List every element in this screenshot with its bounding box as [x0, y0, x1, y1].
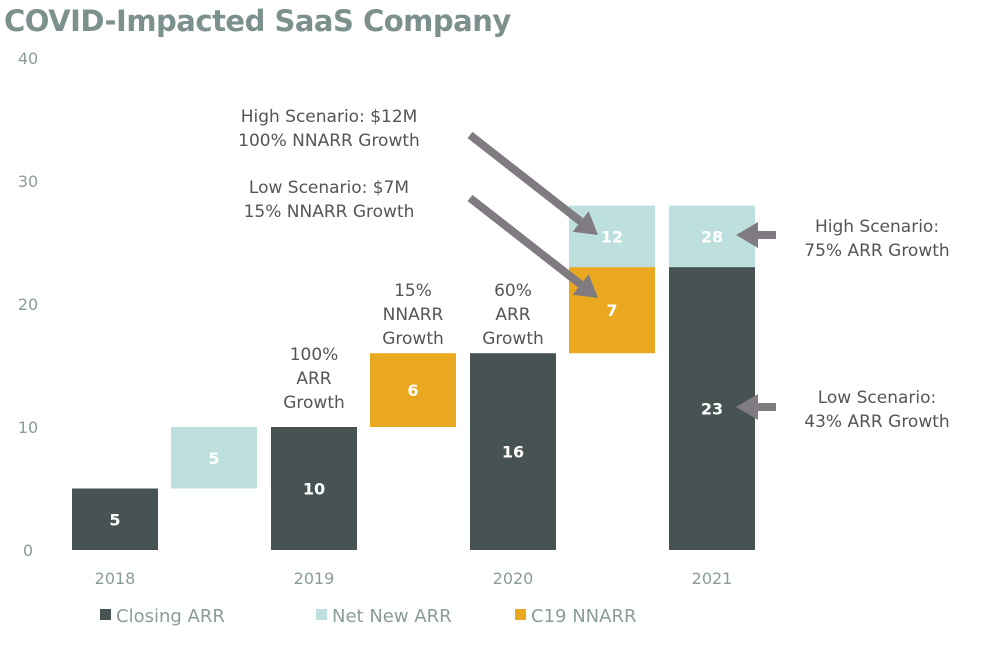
y-tick-label: 30: [18, 172, 38, 191]
legend-swatch: [316, 609, 327, 620]
annotation-text: ARR: [296, 369, 331, 389]
arrow-shaft: [467, 194, 584, 288]
data-label: 5: [109, 510, 120, 529]
data-label: 16: [502, 443, 524, 462]
y-tick-label: 40: [18, 49, 38, 68]
bar-segment: [271, 427, 357, 550]
legend-label: C19 NNARR: [531, 606, 636, 627]
annotation-text: Low Scenario: $7M: [249, 178, 409, 198]
legend-swatch: [515, 609, 526, 620]
annotation-text: Low Scenario:: [818, 388, 937, 408]
x-tick-label: 2020: [493, 569, 534, 588]
data-label: 5: [208, 449, 219, 468]
annotation-text: Growth: [382, 329, 444, 349]
y-tick-label: 0: [23, 541, 33, 560]
annotation-text: Growth: [482, 329, 544, 349]
x-tick-label: 2021: [692, 569, 733, 588]
arrow-head: [572, 274, 598, 298]
legend-label: Closing ARR: [116, 606, 225, 627]
data-label: 6: [407, 381, 418, 400]
data-label: 7: [606, 301, 617, 320]
annotation-text: 43% ARR Growth: [804, 412, 949, 432]
y-tick-label: 20: [18, 295, 38, 314]
annotation-text: ARR: [495, 305, 530, 325]
legend-swatch: [100, 609, 111, 620]
chart-title: COVID-Impacted SaaS Company: [4, 4, 511, 38]
arrow-head: [572, 211, 598, 235]
annotation-text: 60%: [494, 281, 532, 301]
annotation-text: 15% NNARR Growth: [244, 202, 415, 222]
bar-segment: [72, 488, 158, 550]
annotation-text: High Scenario: $12M: [241, 107, 418, 127]
arrow-shaft: [467, 131, 584, 225]
bar-segment: [569, 205, 655, 268]
data-label: 28: [701, 227, 723, 246]
data-label: 12: [601, 227, 623, 246]
annotation-text: 15%: [394, 281, 432, 301]
bar-segment: [171, 427, 257, 489]
data-label: 10: [303, 480, 325, 499]
annotation-text: 100%: [290, 345, 339, 365]
annotation-text: 100% NNARR Growth: [238, 131, 420, 151]
x-tick-label: 2018: [95, 569, 136, 588]
x-tick-label: 2019: [294, 569, 335, 588]
annotation-text: NNARR: [383, 305, 444, 325]
data-label: 23: [701, 400, 723, 419]
arrow-head: [736, 222, 758, 248]
y-tick-label: 10: [18, 418, 38, 437]
annotation-text: 75% ARR Growth: [804, 241, 949, 261]
bar-segment: [470, 353, 556, 550]
annotation-text: Growth: [283, 393, 345, 413]
legend-label: Net New ARR: [332, 606, 452, 627]
arrow-head: [736, 394, 758, 420]
bar-segment: [370, 353, 456, 427]
annotation-text: High Scenario:: [815, 217, 939, 237]
